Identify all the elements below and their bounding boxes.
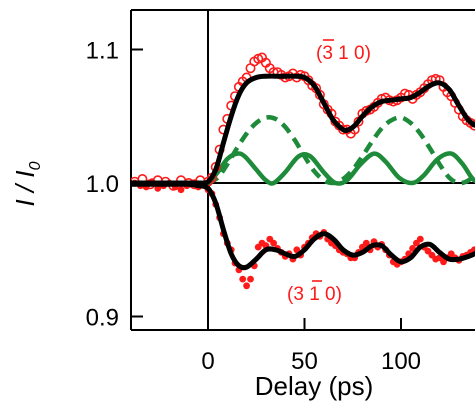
series-line-fit-lower xyxy=(131,181,475,271)
series-data-lower xyxy=(131,178,475,290)
annotation-upper: (3 1 0) xyxy=(316,43,371,64)
annotation-lower: (3 1 0) xyxy=(287,284,342,305)
annotation-upper-rest: 1 0) xyxy=(333,43,371,64)
y-tick-label: 1.0 xyxy=(86,171,119,198)
annotation-lower-barred: 1 xyxy=(309,284,320,305)
series-layer xyxy=(131,52,475,290)
annotation-upper-barred: 3 xyxy=(322,43,333,64)
data-point xyxy=(243,282,251,290)
series-line-fit-upper xyxy=(131,73,475,186)
x-axis-title: Delay (ps) xyxy=(255,371,373,401)
annotation-lower-open: (3 xyxy=(287,284,309,305)
data-point xyxy=(247,275,254,283)
data-point xyxy=(362,239,370,247)
x-tick-label: 50 xyxy=(291,348,318,375)
y-axis-title-subscript: 0 xyxy=(27,161,44,170)
series-data-upper xyxy=(131,52,475,191)
annotation-upper-open: ( xyxy=(316,43,323,64)
axis-ticks: 0.9 1.0 1.1 0 50 100 xyxy=(86,38,421,376)
series-line-component-fast xyxy=(131,151,475,187)
y-axis-title-main: I / I xyxy=(10,170,40,206)
y-tick-label: 0.9 xyxy=(86,305,119,332)
series-line-component-slow xyxy=(206,115,475,186)
y-axis-title: I / I0 xyxy=(10,161,44,206)
data-point xyxy=(293,246,301,254)
data-point xyxy=(239,275,247,283)
x-tick-label: 0 xyxy=(201,348,214,375)
data-point xyxy=(270,239,277,247)
data-point xyxy=(177,186,185,194)
y-tick-label: 1.1 xyxy=(86,38,119,65)
reference-lines xyxy=(131,10,475,330)
svg-text:I / I0: I / I0 xyxy=(10,161,44,206)
x-tick-label: 100 xyxy=(381,348,421,375)
data-point xyxy=(416,235,424,243)
annotation-lower-rest: 0) xyxy=(320,284,342,305)
